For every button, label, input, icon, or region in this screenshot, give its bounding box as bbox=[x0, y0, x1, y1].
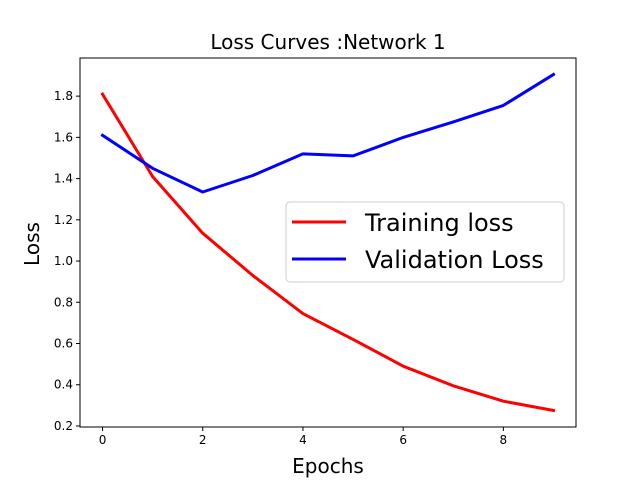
x-tick-label: 6 bbox=[399, 433, 407, 447]
y-tick-label: 0.8 bbox=[54, 295, 73, 309]
x-axis-title: Epochs bbox=[292, 454, 364, 478]
plot-lines bbox=[100, 72, 556, 413]
y-tick-label: 0.6 bbox=[54, 337, 73, 351]
x-tick-label: 4 bbox=[299, 433, 307, 447]
x-tick-label: 2 bbox=[199, 433, 207, 447]
y-tick-label: 1.0 bbox=[54, 254, 73, 268]
legend: Training loss Validation Loss bbox=[285, 201, 565, 283]
y-tick-label: 0.4 bbox=[54, 378, 73, 392]
series-line-2 bbox=[100, 72, 556, 194]
legend-label-2: Validation Loss bbox=[365, 246, 544, 274]
x-axis-ticks: 0 2 4 6 8 bbox=[99, 427, 507, 447]
legend-box bbox=[285, 201, 565, 283]
y-axis-ticks: 0.2 0.4 0.6 0.8 1.0 1.2 1.4 1.6 1.8 bbox=[54, 89, 80, 433]
chart-title: Loss Curves :Network 1 bbox=[210, 30, 445, 54]
y-tick-label: 1.8 bbox=[54, 89, 73, 103]
plot-frame bbox=[79, 57, 577, 428]
y-tick-label: 1.2 bbox=[54, 213, 73, 227]
series-line-1 bbox=[100, 92, 556, 413]
y-tick-label: 1.6 bbox=[54, 130, 73, 144]
x-tick-label: 0 bbox=[99, 433, 107, 447]
legend-label-1: Training loss bbox=[364, 209, 514, 237]
x-tick-label: 8 bbox=[500, 433, 508, 447]
y-tick-label: 0.2 bbox=[54, 419, 73, 433]
y-tick-label: 1.4 bbox=[54, 172, 73, 186]
y-axis-title: Loss bbox=[20, 222, 44, 266]
